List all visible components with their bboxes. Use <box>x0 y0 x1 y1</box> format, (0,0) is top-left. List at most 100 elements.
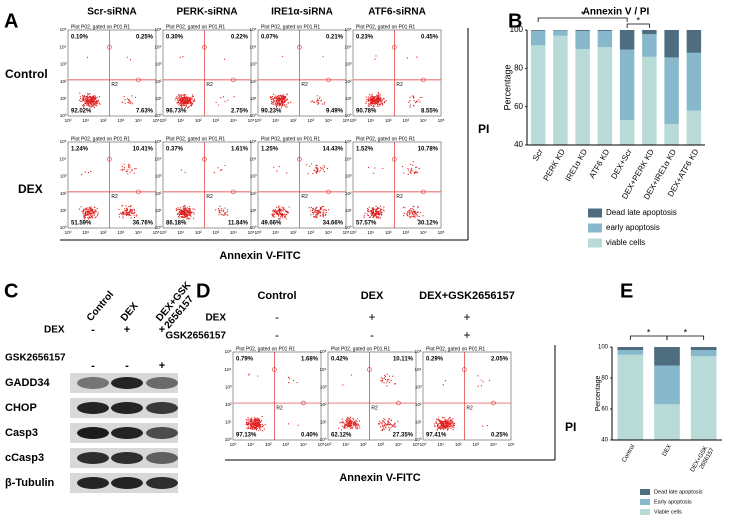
event-dot <box>255 428 258 430</box>
event-dot <box>89 211 91 213</box>
event-dot <box>84 218 86 220</box>
legend-label: early apoptosis <box>606 223 660 232</box>
event-dot <box>219 169 222 171</box>
event-dot <box>252 423 254 425</box>
event-dot <box>315 214 317 216</box>
event-dot <box>126 207 128 209</box>
event-dot <box>189 209 191 211</box>
event-dot <box>130 209 132 212</box>
event-dot <box>280 216 282 218</box>
event-dot <box>380 214 383 216</box>
event-dot <box>281 99 284 102</box>
quadrant-percent: 0.25% <box>491 433 509 439</box>
y-tick-label: 60 <box>514 102 523 111</box>
event-dot <box>86 103 88 105</box>
event-dot <box>371 104 373 106</box>
event-dot <box>350 420 352 422</box>
event-dot <box>130 59 132 61</box>
significance-bracket <box>666 335 705 340</box>
event-dot <box>486 424 488 427</box>
event-dot <box>372 101 374 103</box>
event-dot <box>186 99 188 101</box>
event-dot <box>368 216 371 218</box>
event-dot <box>480 385 482 387</box>
event-dot <box>261 426 263 428</box>
x-decade-label: 10⁰ <box>255 230 262 235</box>
event-dot <box>261 424 263 426</box>
event-dot <box>84 207 86 210</box>
event-dot <box>255 417 257 420</box>
blot-band <box>111 427 143 439</box>
event-dot <box>344 422 346 424</box>
event-dot <box>246 427 248 429</box>
event-dot <box>127 169 129 171</box>
x-decade-label: 10⁵ <box>438 118 445 123</box>
event-dot <box>384 375 387 378</box>
event-dot <box>178 215 180 218</box>
quadrant-percent: 90.23% <box>261 109 282 115</box>
event-dot <box>247 418 249 421</box>
event-dot <box>194 208 196 210</box>
x-decade-label: 10² <box>290 118 297 123</box>
event-dot <box>380 101 383 103</box>
x-decade-label: 10¹ <box>177 230 184 235</box>
event-dot <box>378 423 381 425</box>
event-dot <box>412 209 415 211</box>
y-decade-label: 10¹ <box>320 420 327 425</box>
event-dot <box>441 420 443 422</box>
event-dot <box>136 214 138 216</box>
event-dot <box>282 98 284 100</box>
event-dot <box>94 103 96 105</box>
event-dot <box>342 420 344 422</box>
event-dot <box>377 99 379 101</box>
event-dot <box>97 211 99 214</box>
event-dot <box>317 103 319 106</box>
event-dot <box>133 172 135 174</box>
treatment-sign: - <box>125 360 129 372</box>
event-dot <box>482 425 484 427</box>
event-dot <box>296 381 298 384</box>
legend-label: viable cells <box>606 238 645 247</box>
event-dot <box>350 416 352 418</box>
event-dot <box>409 104 411 106</box>
quadrant-percent: 9.49% <box>326 109 344 115</box>
event-dot <box>314 209 316 211</box>
bar-segment <box>553 30 568 36</box>
event-dot <box>443 423 445 425</box>
event-dot <box>410 168 412 170</box>
event-dot <box>413 105 415 107</box>
event-dot <box>374 96 377 98</box>
event-dot <box>276 170 278 172</box>
event-dot <box>90 206 92 208</box>
event-dot <box>288 378 291 380</box>
event-dot <box>277 215 280 217</box>
event-dot <box>285 213 288 215</box>
x-decade-label: 10² <box>455 442 462 447</box>
plot-frame <box>327 351 417 441</box>
event-dot <box>188 97 190 99</box>
event-dot <box>247 427 249 430</box>
event-dot <box>275 105 278 107</box>
event-dot <box>131 95 133 97</box>
event-dot <box>90 213 93 215</box>
event-dot <box>285 218 287 220</box>
event-dot <box>314 101 316 103</box>
event-dot <box>379 94 381 96</box>
event-dot <box>315 172 318 174</box>
event-dot <box>94 212 96 214</box>
event-dot <box>366 213 368 215</box>
event-dot <box>358 424 360 426</box>
y-tick-label: 60 <box>601 407 608 413</box>
event-dot <box>411 215 413 217</box>
event-dot <box>182 97 184 99</box>
event-dot <box>124 210 126 212</box>
y-decade-label: 10⁵ <box>320 349 327 354</box>
event-dot <box>316 215 318 217</box>
event-dot <box>386 424 388 426</box>
event-dot <box>384 374 386 377</box>
event-dot <box>213 172 215 174</box>
event-dot <box>384 424 386 426</box>
event-dot <box>261 416 263 418</box>
event-dot <box>131 212 133 215</box>
event-dot <box>192 217 195 219</box>
